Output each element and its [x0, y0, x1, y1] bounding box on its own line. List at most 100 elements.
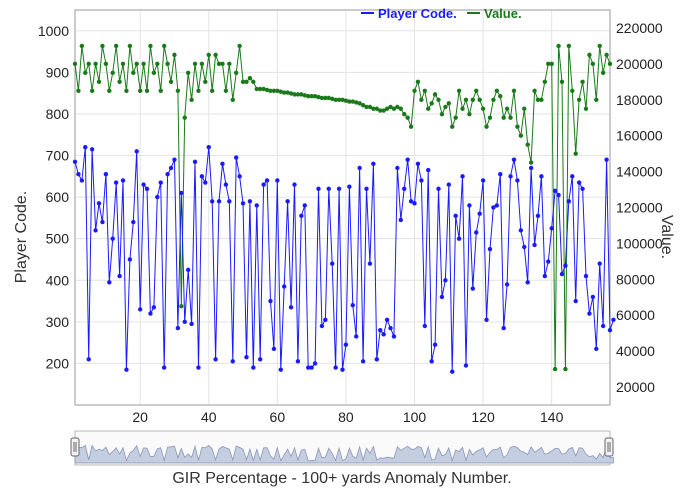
data-point-value[interactable]	[525, 142, 530, 147]
data-point-player-code[interactable]	[216, 199, 222, 204]
data-point-value[interactable]	[302, 93, 307, 98]
data-point-player-code[interactable]	[504, 282, 510, 287]
data-point-value[interactable]	[460, 106, 465, 111]
data-point-player-code[interactable]	[484, 317, 489, 322]
data-point-player-code[interactable]	[525, 280, 530, 285]
data-point-player-code[interactable]	[419, 178, 424, 183]
data-point-player-code[interactable]	[552, 188, 558, 194]
data-point-value[interactable]	[439, 111, 445, 117]
data-point-value[interactable]	[285, 90, 290, 95]
data-point-player-code[interactable]	[151, 305, 157, 310]
data-point-value[interactable]	[237, 43, 242, 49]
data-point-player-code[interactable]	[72, 159, 78, 164]
data-point-player-code[interactable]	[395, 165, 400, 171]
navigator[interactable]	[70, 430, 614, 466]
data-point-value[interactable]	[436, 97, 441, 102]
data-point-value[interactable]	[429, 101, 434, 106]
data-point-value[interactable]	[165, 61, 170, 67]
data-point-player-code[interactable]	[223, 182, 229, 187]
data-point-player-code[interactable]	[264, 178, 270, 183]
data-point-value[interactable]	[515, 124, 520, 129]
data-point-player-code[interactable]	[302, 203, 307, 208]
data-point-player-code[interactable]	[384, 317, 390, 322]
data-point-value[interactable]	[161, 43, 167, 49]
data-point-player-code[interactable]	[244, 354, 249, 360]
data-point-value[interactable]	[213, 52, 218, 58]
data-point-player-code[interactable]	[309, 365, 314, 370]
data-point-value[interactable]	[412, 88, 417, 93]
data-point-value[interactable]	[347, 99, 352, 104]
data-point-player-code[interactable]	[295, 359, 301, 364]
data-point-value[interactable]	[467, 111, 472, 117]
data-point-value[interactable]	[292, 92, 297, 97]
data-point-player-code[interactable]	[247, 199, 253, 204]
data-point-player-code[interactable]	[189, 321, 194, 327]
data-point-value[interactable]	[244, 79, 249, 85]
data-point-value[interactable]	[576, 97, 582, 102]
data-point-value[interactable]	[306, 93, 311, 99]
data-point-value[interactable]	[100, 43, 105, 49]
data-point-player-code[interactable]	[343, 342, 349, 347]
data-point-player-code[interactable]	[549, 226, 554, 231]
data-point-player-code[interactable]	[607, 327, 613, 333]
data-point-value[interactable]	[539, 97, 544, 102]
data-point-player-code[interactable]	[350, 303, 355, 308]
data-point-player-code[interactable]	[354, 334, 359, 339]
data-point-value[interactable]	[261, 86, 266, 92]
data-point-value[interactable]	[89, 88, 95, 93]
data-point-player-code[interactable]	[185, 267, 191, 273]
data-point-player-code[interactable]	[100, 219, 105, 225]
data-point-value[interactable]	[134, 61, 139, 67]
data-point-value[interactable]	[127, 43, 133, 49]
data-point-value[interactable]	[360, 102, 366, 108]
data-point-value[interactable]	[470, 97, 476, 102]
data-point-player-code[interactable]	[316, 186, 321, 191]
data-point-value[interactable]	[336, 97, 342, 102]
data-point-player-code[interactable]	[511, 157, 517, 162]
data-point-player-code[interactable]	[364, 186, 369, 191]
data-point-player-code[interactable]	[528, 165, 534, 171]
data-point-value[interactable]	[456, 88, 462, 93]
data-point-player-code[interactable]	[415, 161, 421, 167]
data-point-value[interactable]	[549, 61, 554, 67]
data-point-player-code[interactable]	[371, 161, 376, 167]
data-point-value[interactable]	[357, 101, 362, 106]
data-point-player-code[interactable]	[405, 157, 410, 162]
data-point-player-code[interactable]	[168, 165, 174, 171]
data-point-player-code[interactable]	[127, 257, 133, 262]
data-point-value[interactable]	[326, 95, 331, 101]
data-point-player-code[interactable]	[340, 367, 345, 372]
data-point-player-code[interactable]	[450, 369, 455, 374]
data-point-value[interactable]	[209, 88, 215, 93]
data-point-value[interactable]	[391, 106, 397, 111]
data-point-value[interactable]	[257, 86, 263, 92]
data-point-player-code[interactable]	[233, 155, 239, 160]
legend-player-code[interactable]: Player Code.	[378, 6, 457, 21]
data-point-player-code[interactable]	[330, 261, 335, 266]
data-point-value[interactable]	[511, 88, 517, 93]
data-point-player-code[interactable]	[155, 194, 160, 200]
data-point-value[interactable]	[487, 115, 493, 120]
data-point-value[interactable]	[316, 94, 321, 100]
data-point-value[interactable]	[374, 106, 379, 111]
data-point-player-code[interactable]	[573, 298, 578, 304]
data-point-value[interactable]	[600, 70, 606, 76]
data-point-player-code[interactable]	[336, 186, 342, 191]
data-point-player-code[interactable]	[487, 246, 493, 252]
data-point-value[interactable]	[528, 160, 534, 165]
data-point-value[interactable]	[275, 88, 280, 93]
data-point-value[interactable]	[587, 52, 592, 58]
data-point-value[interactable]	[206, 52, 211, 58]
data-point-player-code[interactable]	[559, 271, 565, 277]
data-point-player-code[interactable]	[474, 230, 479, 235]
data-point-value[interactable]	[446, 101, 452, 106]
data-point-value[interactable]	[158, 88, 163, 93]
data-point-player-code[interactable]	[192, 159, 198, 164]
data-point-player-code[interactable]	[134, 149, 139, 154]
data-point-value[interactable]	[192, 61, 198, 67]
data-point-value[interactable]	[278, 89, 283, 94]
data-point-player-code[interactable]	[532, 242, 537, 248]
data-point-value[interactable]	[141, 61, 146, 67]
data-point-value[interactable]	[402, 111, 407, 117]
data-point-value[interactable]	[144, 88, 150, 93]
